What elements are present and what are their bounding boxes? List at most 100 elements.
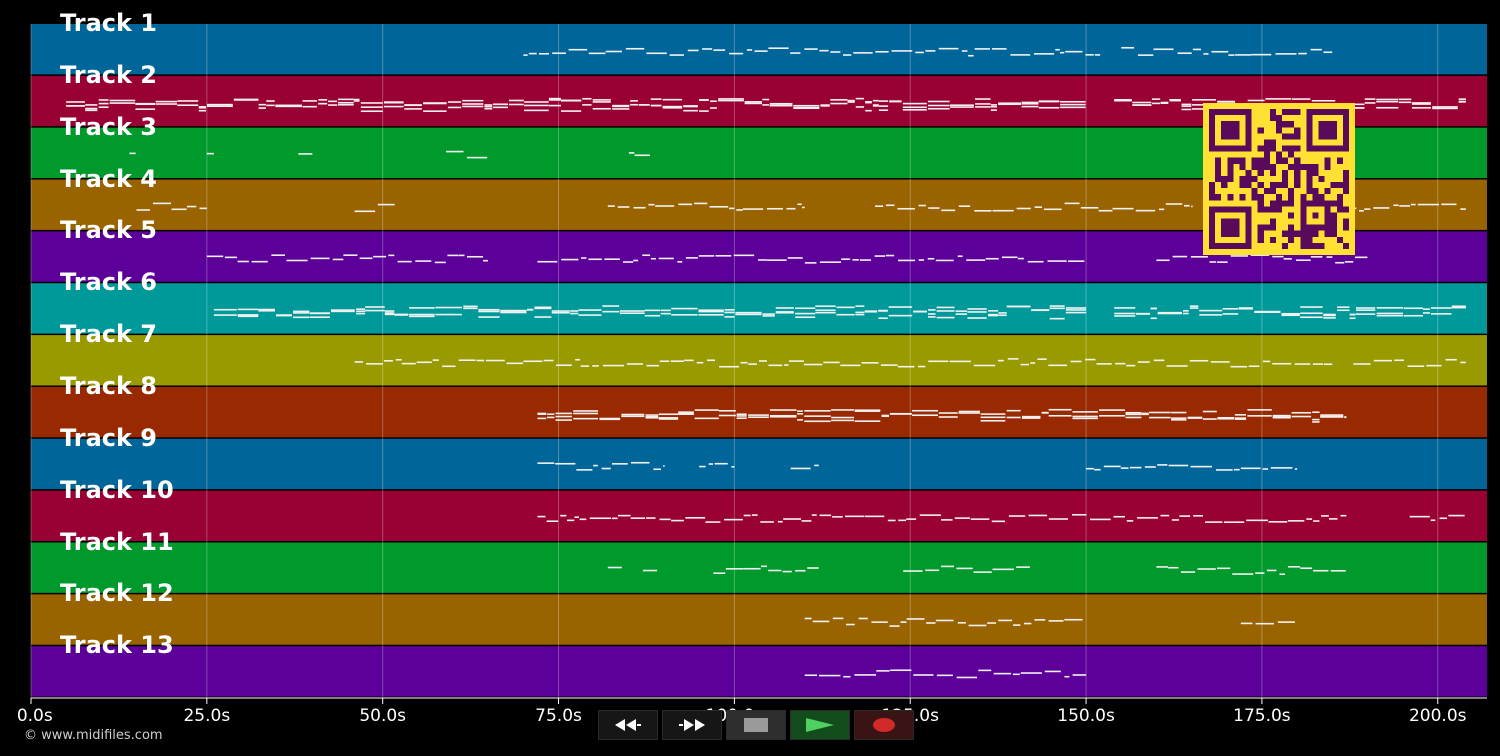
note — [705, 521, 721, 523]
note — [650, 257, 656, 260]
track-label-1: Track 1 — [60, 9, 158, 37]
note — [1394, 359, 1404, 362]
note — [1033, 53, 1055, 55]
note — [1150, 307, 1157, 310]
track-lane-10 — [31, 490, 1487, 541]
note — [677, 261, 683, 263]
note — [1300, 312, 1323, 315]
note — [625, 47, 645, 50]
note — [719, 365, 740, 368]
record-button[interactable] — [854, 710, 914, 740]
note — [729, 207, 735, 210]
note — [646, 364, 660, 367]
note — [1192, 48, 1201, 51]
fast-forward-button[interactable] — [662, 710, 722, 740]
note — [683, 109, 698, 112]
note — [1160, 514, 1170, 517]
note — [384, 310, 395, 312]
note — [967, 311, 987, 313]
note — [85, 109, 98, 112]
note — [1064, 618, 1083, 621]
note — [1171, 417, 1187, 419]
note — [1407, 365, 1425, 367]
note — [560, 514, 567, 517]
note — [416, 361, 432, 364]
note — [337, 103, 354, 106]
note — [466, 156, 488, 159]
play-icon — [806, 718, 834, 732]
note — [998, 102, 1021, 105]
note — [574, 516, 579, 518]
note — [744, 102, 763, 105]
note — [463, 305, 478, 308]
note — [968, 54, 974, 57]
note — [383, 105, 404, 108]
note — [768, 364, 783, 367]
note — [1403, 314, 1423, 317]
note — [1430, 313, 1452, 315]
note — [993, 672, 1012, 675]
note — [206, 255, 224, 258]
note — [814, 464, 819, 467]
note — [1376, 312, 1404, 315]
note — [551, 311, 570, 314]
note — [1300, 567, 1313, 570]
note — [537, 260, 558, 263]
note — [237, 308, 259, 311]
tick-label: 0.0s — [16, 706, 53, 726]
note — [748, 363, 757, 365]
note — [1352, 103, 1365, 106]
note — [775, 311, 794, 314]
note — [1184, 204, 1190, 207]
note — [736, 209, 743, 211]
note — [377, 203, 395, 206]
track-label-12: Track 12 — [60, 579, 174, 608]
note — [1181, 105, 1192, 107]
tick-label: 75.0s — [535, 706, 582, 726]
note — [508, 103, 524, 106]
note — [797, 410, 803, 412]
note — [1310, 256, 1323, 258]
note — [1094, 54, 1101, 56]
note — [1432, 106, 1458, 108]
note — [1376, 314, 1404, 317]
note — [337, 98, 354, 101]
note — [769, 104, 793, 107]
note — [859, 259, 872, 261]
note — [1222, 313, 1239, 315]
note — [1125, 413, 1142, 416]
tick-label: 150.0s — [1057, 706, 1115, 726]
note — [1125, 411, 1142, 414]
note — [537, 462, 555, 464]
note — [1340, 514, 1347, 517]
note — [1439, 517, 1447, 520]
note — [1048, 620, 1064, 622]
note — [98, 102, 109, 105]
note — [646, 517, 656, 519]
note — [872, 105, 879, 107]
note — [485, 359, 505, 362]
note — [85, 107, 98, 110]
note — [919, 514, 942, 516]
note — [528, 52, 537, 55]
note — [524, 109, 549, 112]
note — [900, 621, 907, 623]
rewind-button[interactable] — [598, 710, 658, 740]
note — [1114, 315, 1136, 317]
note — [547, 416, 555, 419]
note — [1065, 50, 1083, 53]
note — [678, 412, 694, 415]
note — [1041, 411, 1049, 414]
note — [318, 102, 328, 105]
track-label-8: Track 8 — [60, 371, 158, 400]
note — [855, 313, 865, 316]
note — [612, 517, 618, 520]
note — [658, 413, 679, 416]
note — [1135, 209, 1156, 212]
stop-button[interactable] — [726, 710, 786, 740]
note — [671, 307, 698, 310]
note — [1349, 313, 1356, 316]
note — [580, 365, 590, 367]
play-button[interactable] — [790, 710, 850, 740]
note — [992, 568, 1014, 571]
